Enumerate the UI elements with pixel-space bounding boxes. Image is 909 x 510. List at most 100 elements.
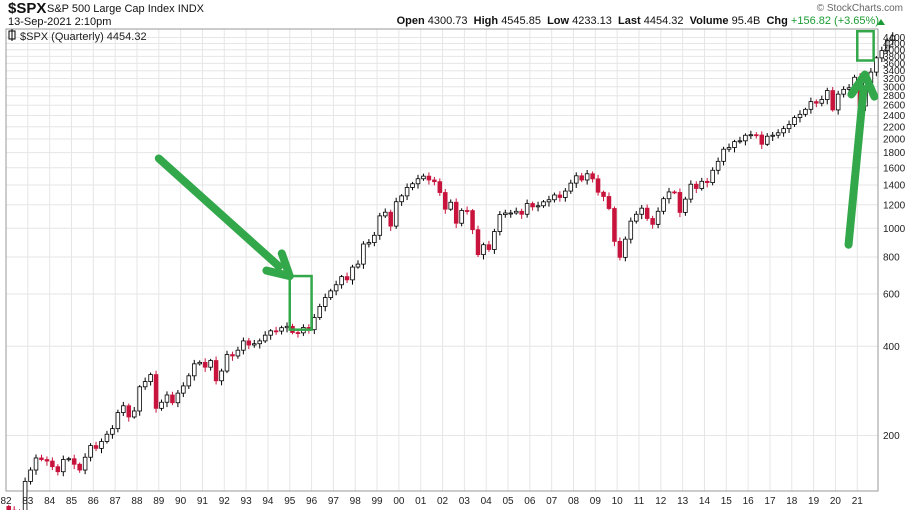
candle-body [104, 433, 110, 442]
candle-body [55, 466, 61, 473]
x-tick-label: 04 [481, 496, 493, 507]
candle-body [110, 428, 115, 435]
y-tick-label: 4200 [883, 39, 906, 50]
x-tick-label: 86 [88, 496, 100, 507]
candle-body [153, 374, 159, 409]
candle-body [322, 297, 328, 307]
candle-body [732, 141, 737, 148]
candles [6, 32, 895, 510]
y-tick-label: 2400 [883, 111, 906, 122]
candle-body [159, 401, 164, 409]
candle-body [273, 330, 279, 333]
x-tick-label: 11 [634, 496, 645, 507]
candle-body [262, 334, 268, 342]
candle-body [328, 290, 333, 298]
x-tick-label: 05 [502, 496, 514, 507]
candle-body [639, 207, 644, 215]
candle-body [99, 441, 104, 449]
candle-body [835, 93, 841, 111]
candle-body [634, 213, 639, 222]
candle-body [503, 212, 508, 216]
candle-body [257, 340, 262, 345]
candle-body [612, 208, 617, 242]
candle-body [492, 231, 497, 250]
candle-body [824, 90, 830, 100]
candle-body [39, 457, 44, 460]
candle-body [121, 405, 126, 413]
x-tick-label: 87 [110, 496, 122, 507]
x-tick-label: 16 [743, 496, 755, 507]
candle-body [50, 460, 55, 468]
candle-body [279, 327, 284, 332]
annotation-arrow-shaft [844, 84, 868, 249]
candle-body [715, 160, 721, 171]
candle-body [623, 238, 628, 258]
candle-body [830, 90, 835, 111]
candle-body [426, 175, 432, 181]
y-tick-label: 2600 [883, 101, 906, 112]
y-tick-label: 4400 [883, 33, 906, 44]
candle-body [617, 241, 623, 258]
watermark: © StockCharts.com [816, 3, 903, 14]
x-tick-label: 90 [175, 496, 187, 507]
candle-body [284, 325, 290, 329]
candle-body [759, 134, 765, 145]
candle-body [743, 134, 748, 142]
candle-body [677, 192, 683, 213]
candle-body [235, 349, 241, 357]
annotation-arrow-shaft [154, 154, 284, 271]
x-tick-label: 98 [350, 496, 362, 507]
x-tick-label: 09 [590, 496, 602, 507]
candle-body [683, 198, 688, 213]
candle-body [546, 199, 552, 203]
candle-body [601, 191, 606, 197]
candle-body [224, 354, 230, 372]
x-tick-label: 83 [22, 496, 34, 507]
candle-body [44, 459, 50, 462]
x-tick-label: 17 [764, 496, 776, 507]
instrument-name: S&P 500 Large Cap Index INDX [47, 3, 204, 15]
candle-body [88, 445, 93, 458]
candle-body [541, 201, 546, 207]
x-tick-label: 94 [262, 496, 274, 507]
candle-body [437, 181, 443, 193]
candle-body [481, 244, 486, 256]
candle-body [410, 183, 415, 188]
candle-body [552, 194, 557, 201]
low-label: Low [547, 15, 570, 27]
chg-label: Chg [766, 15, 788, 27]
x-tick-label: 91 [197, 496, 209, 507]
chg-value: +156.82 (+3.65%) [790, 15, 879, 27]
open-label: Open [396, 15, 425, 27]
x-tick-label: 03 [459, 496, 471, 507]
highlight-box [856, 29, 875, 62]
candle-body [699, 180, 704, 189]
candle-body [530, 203, 535, 208]
x-tick-label: 96 [306, 496, 318, 507]
y-tick-label: 2200 [883, 122, 906, 133]
candle-body [443, 192, 448, 210]
candle-body [448, 201, 453, 210]
candle-body [519, 210, 524, 215]
candle-body [208, 360, 213, 368]
candle-body [879, 50, 885, 59]
candle-body [470, 210, 475, 231]
highlight-boxes [288, 29, 875, 331]
x-tick-label: 19 [808, 496, 820, 507]
quote-summary: Open 4300.73 High 4545.85 Low 4233.13 La… [397, 15, 879, 27]
candle-body [202, 361, 208, 368]
candle-body [131, 410, 137, 418]
x-axis-ticks: 82 83 84 85 86 87 88 89 90 91 92 93 94 95 96 97 98 99 00 01… [0, 496, 863, 507]
candle-body [115, 412, 121, 430]
candle-body [268, 330, 273, 336]
annotation-arrows [154, 70, 879, 281]
x-tick-label: 07 [546, 496, 558, 507]
candle-body [508, 212, 514, 215]
candle-body [377, 215, 383, 236]
y-tick-label: 1400 [883, 180, 906, 191]
y-tick-label: 200 [883, 431, 900, 442]
candle-body [775, 132, 781, 136]
candle-body [344, 276, 350, 281]
candle-body [333, 284, 339, 292]
